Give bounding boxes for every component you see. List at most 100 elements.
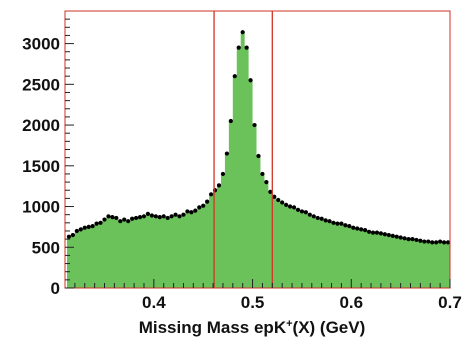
- data-point: [363, 228, 368, 233]
- data-point: [133, 215, 139, 221]
- data-point: [327, 219, 332, 224]
- data-point: [70, 232, 75, 238]
- data-point: [382, 232, 387, 237]
- x-tick-label: 0.5: [241, 293, 265, 312]
- data-point: [201, 203, 206, 208]
- data-point: [323, 218, 328, 223]
- data-point: [374, 230, 380, 235]
- data-point: [410, 237, 415, 242]
- data-point: [441, 240, 447, 245]
- data-point: [86, 224, 91, 229]
- data-point: [280, 200, 285, 205]
- data-point: [141, 214, 147, 219]
- y-tick-label: 1000: [22, 198, 60, 217]
- data-point: [110, 215, 115, 220]
- data-point: [390, 233, 395, 238]
- x-tick-label: 0.4: [142, 293, 166, 312]
- data-point: [177, 214, 182, 219]
- y-axis: 0 500 1000 1500 2000 2500 3000: [22, 18, 74, 298]
- data-point: [236, 45, 241, 50]
- plot-area: [66, 32, 450, 289]
- data-point: [173, 212, 178, 217]
- data-point: [418, 238, 423, 243]
- data-point: [185, 209, 190, 214]
- data-point: [351, 225, 356, 230]
- data-point: [331, 220, 336, 225]
- data-point: [438, 239, 443, 244]
- data-point: [414, 237, 419, 243]
- data-point: [343, 223, 348, 228]
- data-point: [74, 228, 79, 234]
- data-point: [209, 192, 214, 197]
- x-tick-label: 0.6: [339, 293, 363, 312]
- data-point: [189, 210, 194, 215]
- data-point: [366, 229, 372, 234]
- data-point: [422, 239, 427, 244]
- data-point: [386, 232, 391, 238]
- x-axis-title-part1: Missing Mass epK: [139, 318, 287, 337]
- data-point: [402, 236, 407, 241]
- data-point: [287, 204, 293, 209]
- x-axis-title-sup: +: [286, 318, 292, 330]
- histogram-fill: [66, 32, 450, 289]
- y-tick-label: 500: [32, 238, 60, 257]
- data-point: [299, 209, 305, 214]
- data-point: [370, 230, 376, 235]
- y-tick-label: 3000: [22, 35, 60, 54]
- data-point: [149, 213, 154, 218]
- data-point: [197, 205, 202, 210]
- data-point: [181, 212, 186, 217]
- data-point: [126, 219, 131, 224]
- data-point: [161, 214, 166, 219]
- data-point: [315, 215, 320, 221]
- x-tick-label: 0.7: [438, 293, 462, 312]
- data-point: [153, 214, 158, 219]
- data-point: [82, 225, 87, 230]
- data-point: [295, 207, 301, 212]
- data-point: [260, 171, 265, 177]
- cut-lines: [213, 11, 273, 288]
- data-point: [102, 217, 107, 222]
- data-point: [244, 45, 249, 50]
- data-point: [394, 234, 399, 239]
- data-point: [445, 240, 451, 245]
- x-axis-title: Missing Mass epK+(X) (GeV): [139, 318, 366, 337]
- data-point: [256, 153, 261, 159]
- data-point: [264, 179, 269, 185]
- y-tick-label: 1500: [22, 157, 60, 176]
- data-point: [335, 221, 340, 226]
- data-point: [118, 219, 123, 224]
- data-point: [434, 240, 439, 245]
- data-point: [252, 122, 257, 128]
- data-point: [284, 202, 289, 207]
- data-point: [319, 216, 324, 221]
- data-point: [220, 171, 226, 177]
- data-point: [114, 215, 119, 221]
- data-point: [157, 215, 162, 220]
- data-point: [272, 194, 277, 199]
- data-point: [398, 235, 403, 240]
- data-point: [248, 78, 253, 83]
- data-point: [378, 231, 383, 236]
- data-point: [228, 118, 233, 124]
- data-point: [232, 74, 237, 79]
- data-point: [224, 151, 229, 156]
- data-point: [355, 226, 360, 231]
- y-tick-label: 2000: [22, 116, 60, 135]
- data-point: [276, 197, 281, 203]
- data-point: [406, 237, 411, 242]
- data-point: [291, 205, 297, 210]
- data-point: [145, 211, 151, 216]
- data-point: [430, 240, 435, 245]
- data-point: [90, 223, 95, 229]
- data-point: [303, 210, 308, 215]
- data-point: [216, 183, 222, 188]
- data-point: [78, 227, 83, 232]
- data-point: [106, 214, 111, 219]
- data-point: [193, 208, 198, 213]
- data-point: [165, 215, 170, 221]
- x-axis-title-part2: (X) (GeV): [293, 318, 366, 337]
- data-point: [311, 214, 316, 219]
- data-point: [98, 220, 103, 225]
